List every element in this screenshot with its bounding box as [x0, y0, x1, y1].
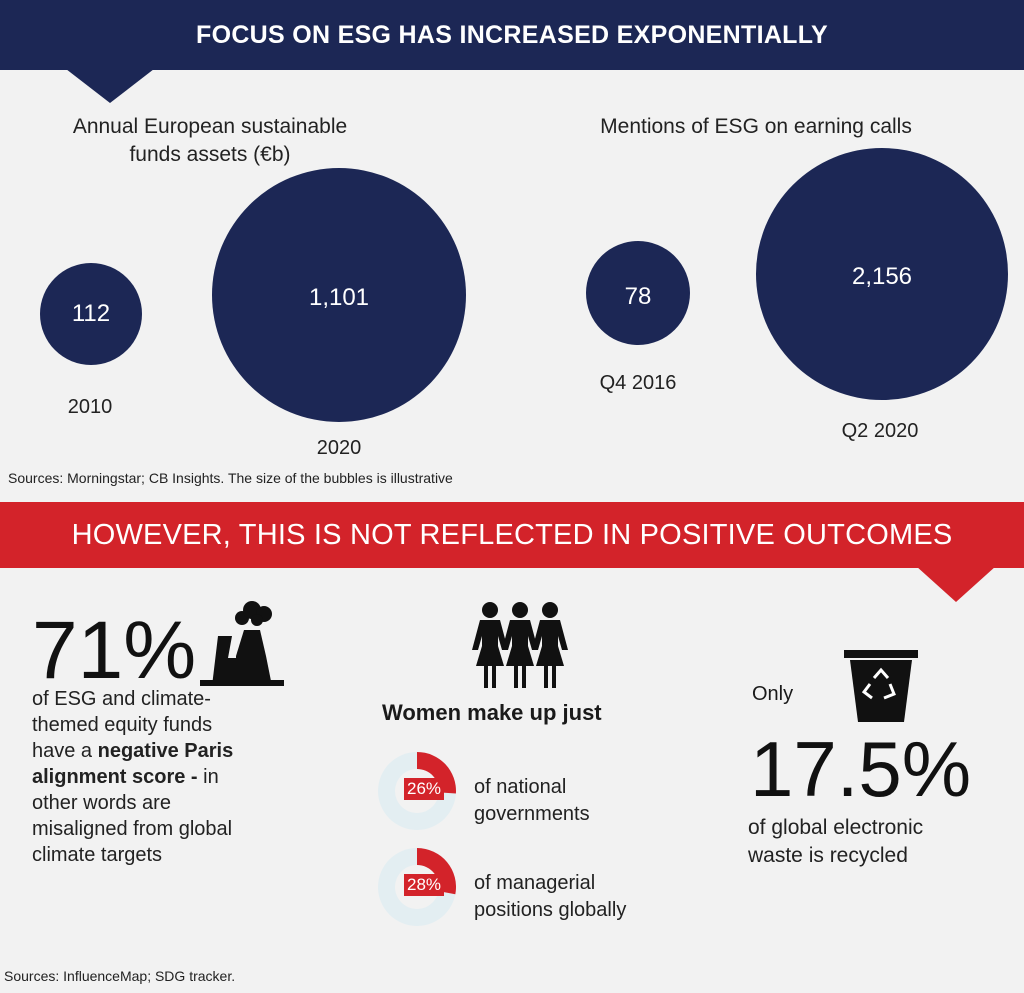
- stat1-line6: misaligned from global: [32, 818, 233, 840]
- stat2-heading: Women make up just: [382, 700, 602, 725]
- stat3-description: of global electronic waste is recycled: [748, 816, 924, 867]
- bubble-q2-2020: 2,156: [756, 148, 1008, 400]
- stat1-line7: climate targets: [32, 844, 163, 866]
- stat1-line2: themed equity funds: [32, 714, 213, 736]
- pie-26-label: 26%: [404, 778, 445, 800]
- stat2-item1-text: of national governments: [474, 776, 590, 825]
- stat1-percent: 71%: [32, 605, 197, 696]
- bubble-q4-2016-label: Q4 2016: [599, 372, 677, 394]
- bubble-q2-2020-value: 2,156: [851, 263, 913, 290]
- women-group-icon: [470, 600, 570, 688]
- stat1-line1: of ESG and climate-: [32, 688, 211, 710]
- bubble-q2-2020-label: Q2 2020: [841, 420, 919, 442]
- bubble-2020-label: 2020: [316, 437, 362, 459]
- top-banner: FOCUS ON ESG HAS INCREASED EXPONENTIALLY: [0, 0, 1024, 70]
- recycle-bin-icon: [842, 648, 920, 724]
- left-chart-subtitle: Annual European sustainable funds assets…: [40, 113, 380, 170]
- stat1-line4: alignment score - in: [32, 766, 219, 788]
- pie-26: 26%: [376, 750, 458, 832]
- outcomes-banner: HOWEVER, THIS IS NOT REFLECTED IN POSITI…: [0, 502, 1024, 568]
- stat3-only: Only: [752, 683, 794, 705]
- stat3-percent: 17.5%: [750, 725, 972, 813]
- top-banner-title: FOCUS ON ESG HAS INCREASED EXPONENTIALLY: [196, 20, 828, 49]
- stat1-line5: other words are: [32, 792, 171, 814]
- right-chart-subtitle: Mentions of ESG on earning calls: [600, 115, 912, 138]
- bubble-2010-label: 2010: [67, 396, 113, 418]
- stat1-description: of ESG and climate- themed equity funds …: [32, 686, 292, 868]
- stat2-item2-text: of managerial positions globally: [474, 872, 627, 921]
- outcomes-banner-title: HOWEVER, THIS IS NOT REFLECTED IN POSITI…: [71, 518, 953, 551]
- factory-icon: [192, 596, 284, 688]
- left-chart-subtitle-line1: Annual European sustainable: [72, 115, 348, 138]
- outcomes-banner-notch: [916, 566, 996, 602]
- pie-28-label: 28%: [404, 874, 445, 896]
- top-banner-notch: [66, 69, 154, 103]
- bubble-q4-2016: 78: [586, 241, 690, 345]
- bubble-2010-value: 112: [71, 300, 111, 327]
- bubble-2020-value: 1,101: [308, 284, 370, 311]
- bubble-2010: 112: [40, 263, 142, 365]
- bubble-2020: 1,101: [212, 168, 466, 422]
- stat1-line3: have a negative Paris: [32, 740, 234, 762]
- sources-bottom: Sources: InfluenceMap; SDG tracker.: [4, 968, 236, 984]
- bubble-q4-2016-value: 78: [624, 283, 652, 310]
- sources-top: Sources: Morningstar; CB Insights. The s…: [8, 470, 453, 486]
- pie-28: 28%: [376, 846, 458, 928]
- left-chart-subtitle-line2: funds assets (€b): [129, 143, 291, 167]
